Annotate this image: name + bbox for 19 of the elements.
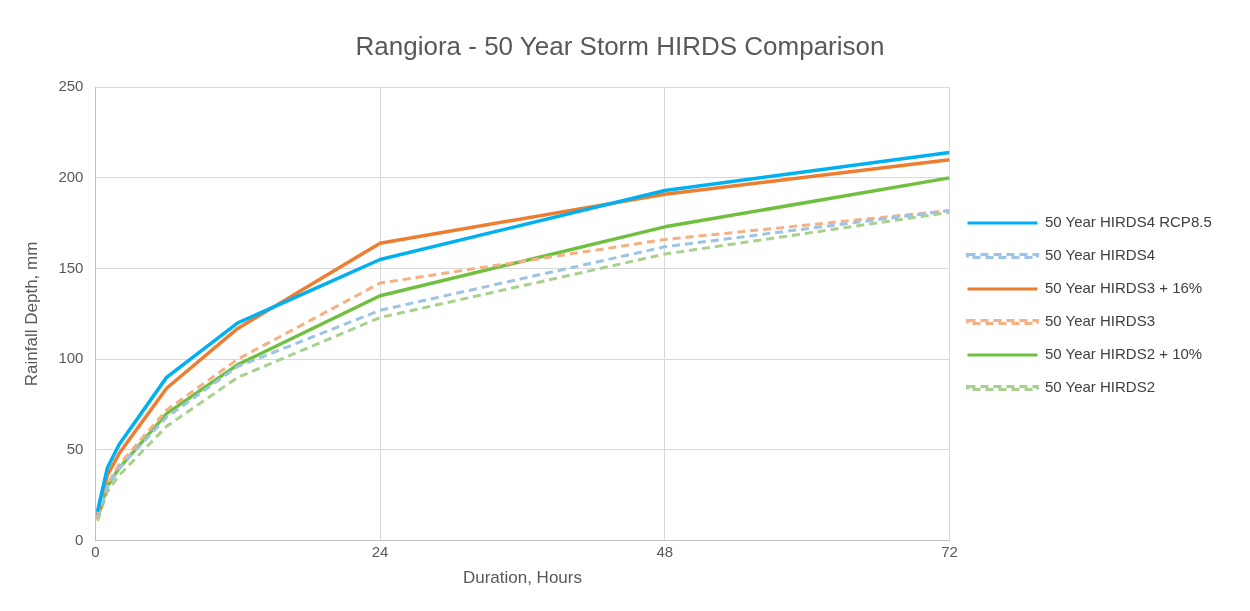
- chart-title: Rangiora - 50 Year Storm HIRDS Comparison: [355, 30, 885, 61]
- legend-label: 50 Year HIRDS3: [1044, 312, 1156, 330]
- y-tick-label: 50: [66, 440, 84, 458]
- y-tick-label: 100: [58, 349, 84, 367]
- y-tick-label: 200: [58, 168, 84, 186]
- x-tick-label: 24: [371, 542, 389, 560]
- y-axis-title: Rainfall Depth, mm: [21, 241, 41, 387]
- y-tick-label: 150: [58, 258, 84, 276]
- legend-label: 50 Year HIRDS2 + 10%: [1044, 345, 1203, 363]
- x-tick-label: 0: [91, 542, 100, 560]
- y-tick-label: 0: [75, 530, 84, 548]
- x-axis-title: Duration, Hours: [462, 568, 582, 588]
- legend-label: 50 Year HIRDS4: [1044, 246, 1156, 264]
- legend-label: 50 Year HIRDS3 + 16%: [1044, 279, 1203, 297]
- x-tick-label: 72: [941, 542, 958, 560]
- legend-label: 50 Year HIRDS2: [1044, 378, 1156, 396]
- y-tick-label: 250: [58, 77, 84, 95]
- legend-label: 50 Year HIRDS4 RCP8.5: [1044, 213, 1212, 231]
- x-tick-label: 48: [656, 542, 674, 560]
